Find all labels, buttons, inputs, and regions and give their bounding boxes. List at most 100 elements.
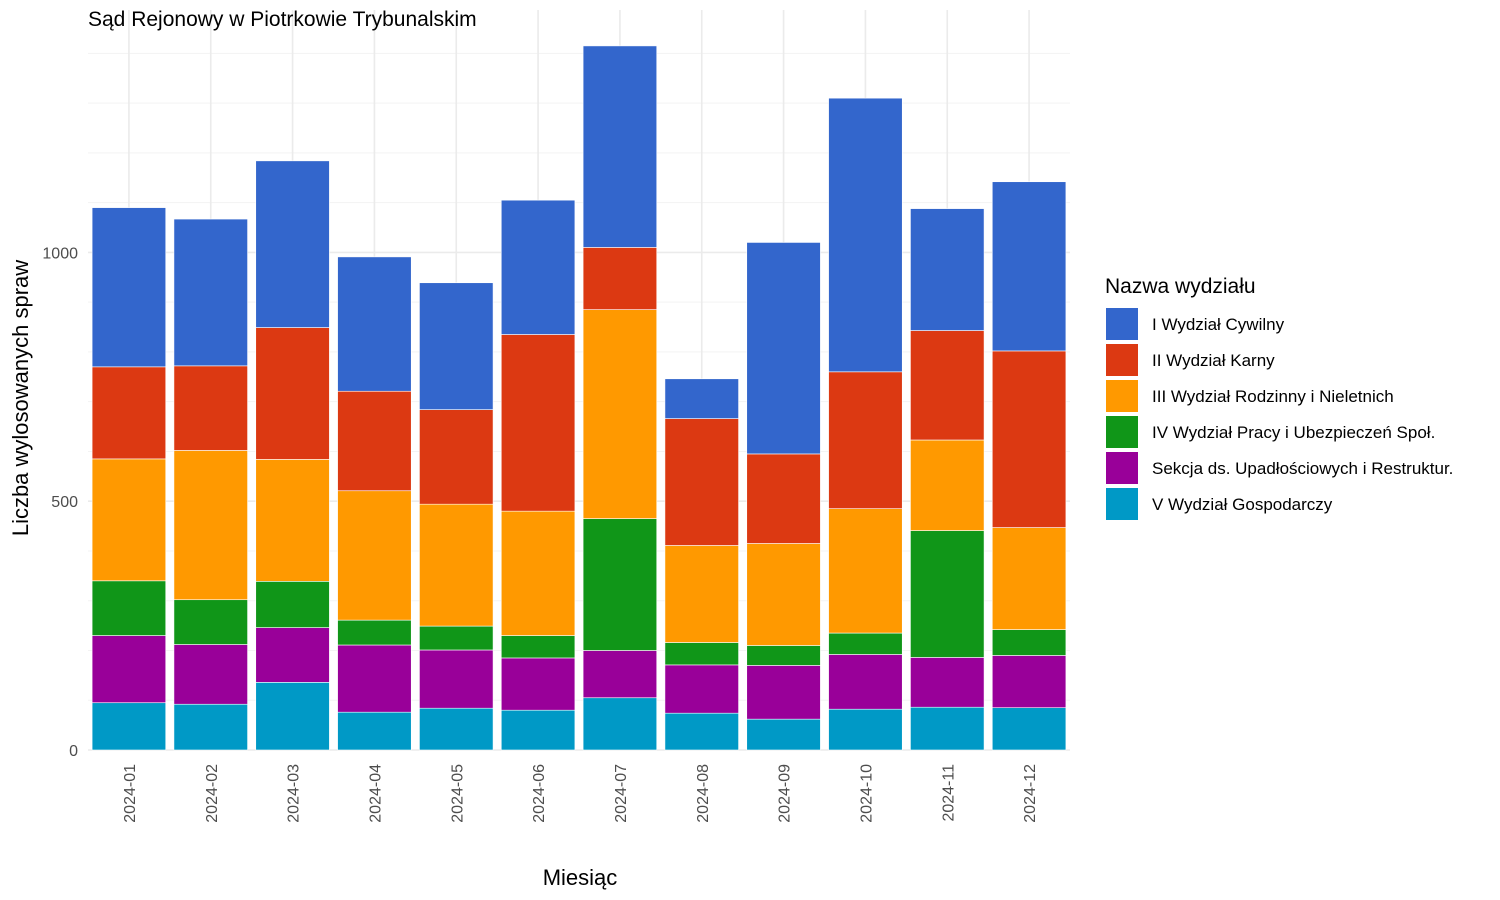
bar-segment xyxy=(746,718,821,751)
bar-segment xyxy=(91,702,167,751)
legend-item-label: V Wydział Gospodarczy xyxy=(1152,495,1333,514)
bar-segment xyxy=(828,654,903,710)
legend-swatch xyxy=(1106,488,1138,520)
bar-segment xyxy=(582,247,658,310)
bar-segment xyxy=(910,706,985,751)
legend: Nazwa wydziału I Wydział Cywilny II Wydzi… xyxy=(1105,275,1453,520)
legend-swatch xyxy=(1106,416,1138,448)
bar-segment xyxy=(582,309,658,519)
legend-swatch xyxy=(1106,452,1138,484)
bar-segment xyxy=(337,711,412,751)
bar-segment xyxy=(910,208,985,331)
bar-segment xyxy=(828,508,903,634)
bar-segment xyxy=(746,453,821,544)
bar-segment xyxy=(337,490,412,621)
bar-segment xyxy=(991,350,1067,528)
bar-segment xyxy=(419,409,494,505)
bar-segment xyxy=(828,371,903,509)
bar-segment xyxy=(746,242,821,455)
legend-item-label: IV Wydział Pracy i Ubezpieczeń Społ. xyxy=(1152,423,1435,442)
y-axis-ticks: 0 500 1000 xyxy=(42,245,78,760)
bar-segment xyxy=(828,97,903,373)
bar-segment xyxy=(582,650,658,699)
bar-segment xyxy=(664,418,739,546)
legend-swatch xyxy=(1106,380,1138,412)
bar-segment xyxy=(910,530,985,658)
bar-segment xyxy=(255,459,330,582)
bar-segment xyxy=(664,378,739,419)
bars xyxy=(91,45,1067,751)
bar-segment xyxy=(991,629,1067,656)
bar-segment xyxy=(991,181,1067,352)
bar-segment xyxy=(173,450,248,601)
y-tick-label: 0 xyxy=(69,743,78,760)
bar-segment xyxy=(664,642,739,666)
bar-segment xyxy=(173,365,248,451)
bar-segment xyxy=(582,45,658,248)
x-tick-label: 2024-04 xyxy=(367,764,384,823)
bar-segment xyxy=(255,581,330,628)
x-tick-label: 2024-09 xyxy=(777,764,794,823)
legend-item-label: II Wydział Karny xyxy=(1152,351,1275,370)
bar-segment xyxy=(582,518,658,651)
bar-segment xyxy=(910,657,985,708)
x-tick-label: 2024-08 xyxy=(695,764,712,823)
x-tick-label: 2024-05 xyxy=(449,764,466,823)
bar-segment xyxy=(991,527,1067,630)
bar-segment xyxy=(664,664,739,714)
bar-segment xyxy=(910,330,985,441)
y-tick-label: 500 xyxy=(51,494,78,511)
bar-segment xyxy=(500,657,576,711)
bar-segment xyxy=(255,327,330,460)
x-tick-label: 2024-07 xyxy=(613,764,630,823)
y-tick-label: 1000 xyxy=(42,245,78,262)
x-axis-ticks: 2024-01 2024-02 2024-03 2024-04 2024-05 2024-… xyxy=(122,764,1039,823)
bar-segment xyxy=(664,545,739,643)
bar-segment xyxy=(419,707,494,751)
bar-segment xyxy=(419,625,494,651)
bar-segment xyxy=(173,703,248,751)
bar-segment xyxy=(828,632,903,655)
x-tick-label: 2024-03 xyxy=(286,764,303,823)
bar-segment xyxy=(255,160,330,328)
bar-segment xyxy=(91,207,167,368)
bar-segment xyxy=(746,645,821,666)
bar-segment xyxy=(500,635,576,659)
bar-segment xyxy=(419,282,494,410)
legend-item-label: I Wydział Cywilny xyxy=(1152,315,1285,334)
legend-item-label: Sekcja ds. Upadłościowych i Restruktur. xyxy=(1152,459,1453,478)
bar-segment xyxy=(91,458,167,582)
legend-title: Nazwa wydziału xyxy=(1105,275,1256,298)
bar-segment xyxy=(991,707,1067,751)
bar-segment xyxy=(91,366,167,460)
bar-segment xyxy=(91,580,167,636)
bar-segment xyxy=(337,390,412,492)
bar-segment xyxy=(664,712,739,751)
bar-segment xyxy=(419,503,494,627)
bar-segment xyxy=(746,543,821,646)
x-tick-label: 2024-12 xyxy=(1022,764,1039,823)
bar-segment xyxy=(500,709,576,751)
x-tick-label: 2024-01 xyxy=(122,764,139,823)
bar-segment xyxy=(337,256,412,392)
bar-segment xyxy=(828,708,903,751)
bar-segment xyxy=(173,599,248,645)
bar-segment xyxy=(910,439,985,531)
bar-segment xyxy=(337,619,412,646)
bar-segment xyxy=(500,510,576,636)
bar-segment xyxy=(173,218,248,367)
legend-swatch xyxy=(1106,308,1138,340)
bar-segment xyxy=(500,334,576,512)
chart-title: Sąd Rejonowy w Piotrkowie Trybunalskim xyxy=(88,8,477,31)
legend-item-label: III Wydział Rodzinny i Nieletnich xyxy=(1152,387,1394,406)
x-tick-label: 2024-02 xyxy=(204,764,221,823)
bar-segment xyxy=(991,655,1067,709)
y-axis-title: Liczba wylosowanych spraw xyxy=(8,260,33,536)
x-tick-label: 2024-10 xyxy=(858,764,875,823)
x-tick-label: 2024-06 xyxy=(531,764,548,823)
bar-segment xyxy=(746,665,821,720)
bar-segment xyxy=(255,682,330,751)
bar-segment xyxy=(173,644,248,705)
legend-swatch xyxy=(1106,344,1138,376)
